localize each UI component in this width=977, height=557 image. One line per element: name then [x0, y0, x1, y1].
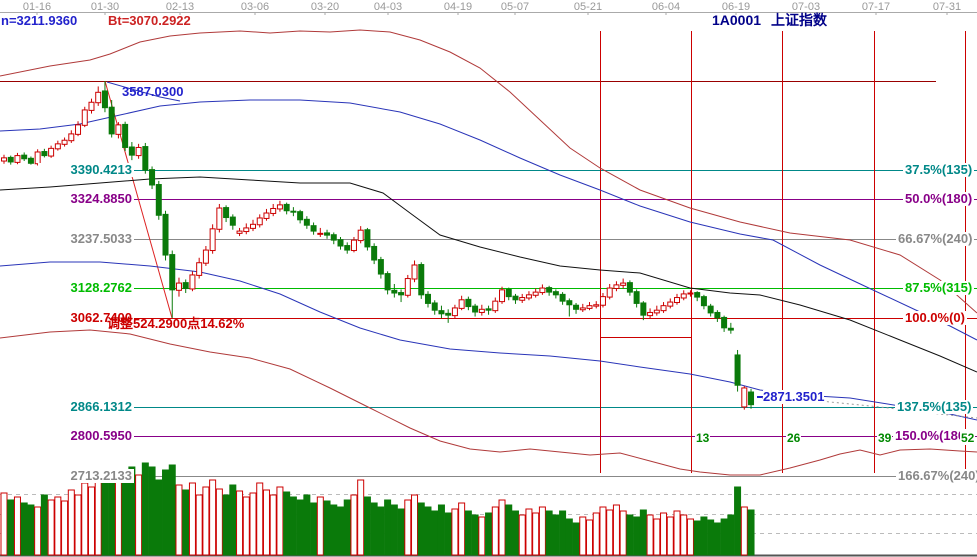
timezone-count-label: 13 — [695, 431, 711, 445]
date-label: 05-21 — [573, 1, 603, 13]
date-label: 06-19 — [721, 1, 751, 13]
fib-price-label: 3062.7400 — [38, 310, 134, 325]
lower-red-band — [0, 329, 977, 476]
fib-percent-label: 137.5%(135) — [895, 398, 974, 414]
symbol-name: 上证指数 — [771, 12, 828, 28]
symbol-code: 1A0001 — [712, 12, 762, 28]
fib-percent-label: 50.0%(180) — [903, 190, 975, 206]
date-label: 04-19 — [443, 1, 473, 13]
fib-price-label: 3128.2762 — [38, 280, 134, 295]
fib-price-label: 2713.2133 — [38, 468, 134, 483]
lower-blue-band — [0, 261, 977, 421]
fib-percent-label: 166.67%(240) — [896, 468, 977, 483]
date-label: 07-31 — [932, 1, 962, 13]
date-label: 02-13 — [165, 1, 195, 13]
retracement-annotation: 调整524.2900点14.62% — [107, 316, 245, 331]
fib-percent-label: 66.67%(240) — [896, 230, 975, 246]
last-price-tag: 2871.3501 — [763, 389, 825, 404]
upper-red-band — [0, 29, 977, 314]
indicator-value-bn: n=3211.9360 — [1, 13, 78, 28]
timezone-count-label: 52 — [960, 431, 976, 445]
date-label: 01-16 — [22, 1, 52, 13]
upper-blue-band — [0, 99, 977, 341]
date-label: 06-04 — [651, 1, 681, 13]
fib-percent-label: 87.5%(315) — [903, 279, 975, 295]
fib-price-label: 2866.1312 — [38, 399, 134, 414]
fib-percent-label: 37.5%(135) — [903, 161, 975, 177]
date-label: 05-07 — [500, 1, 530, 13]
fib-price-label: 3324.8850 — [38, 191, 134, 206]
fib-price-label: 2800.5950 — [38, 428, 134, 443]
black-ma — [0, 176, 977, 373]
timezone-count-label: 26 — [786, 431, 802, 445]
symbol-title: 1A0001 上证指数 — [712, 13, 837, 27]
peak-leader — [106, 81, 181, 102]
date-label: 03-06 — [240, 1, 270, 13]
fib-percent-label: 150.0%(180 — [893, 427, 968, 443]
date-label: 04-03 — [373, 1, 403, 13]
fib-price-label: 3237.5033 — [38, 231, 134, 246]
fib-price-label: 3390.4213 — [38, 162, 134, 177]
date-label: 07-03 — [791, 1, 821, 13]
fib-percent-label: 100.0%(0) — [903, 309, 967, 325]
date-label: 07-17 — [861, 1, 891, 13]
indicator-value-bt: Bt=3070.2922 — [108, 13, 191, 28]
timezone-count-label: 39 — [877, 431, 893, 445]
date-label: 01-30 — [90, 1, 120, 13]
fib-zero-price-label: 3587.0300 — [122, 84, 184, 99]
date-label: 03-20 — [310, 1, 340, 13]
